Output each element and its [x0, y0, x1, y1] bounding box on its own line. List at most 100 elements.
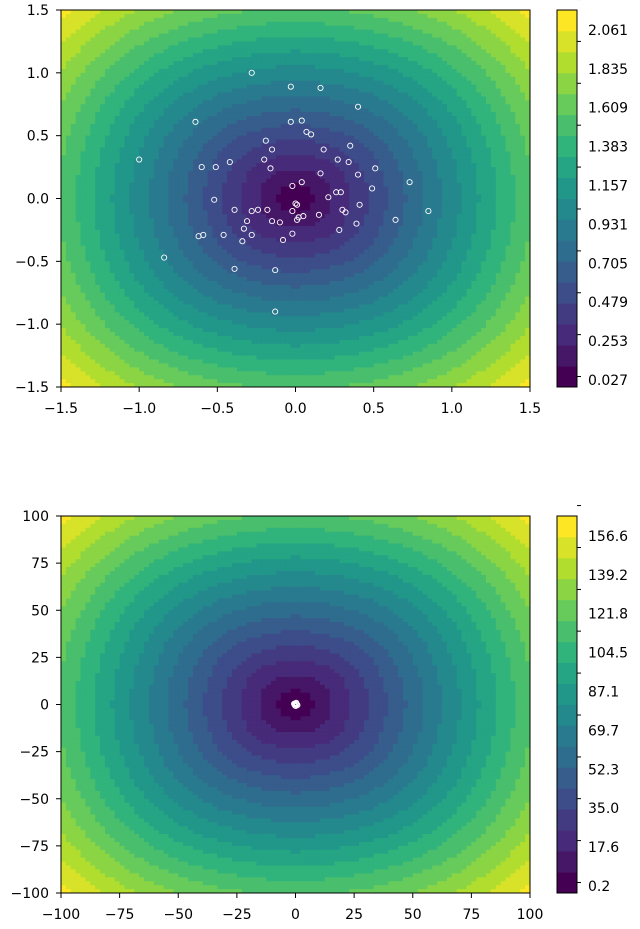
contour-cell [104, 284, 111, 290]
contour-cell [95, 190, 101, 196]
contour-cell [192, 245, 199, 251]
contour-cell [285, 269, 292, 274]
contour-cell [75, 284, 82, 290]
contour-cell [153, 324, 160, 329]
contour-cell [285, 288, 292, 294]
contour-cell [129, 163, 135, 168]
contour-cell [183, 33, 189, 39]
contour-cell [134, 80, 140, 86]
contour-cell [236, 280, 243, 286]
contour-cell [222, 21, 228, 27]
contour-cell [119, 328, 126, 333]
contour-cell [100, 108, 106, 113]
contour-cell [65, 178, 72, 184]
contour-cell [275, 308, 282, 313]
contour-cell [183, 139, 189, 145]
contour-cell [90, 257, 96, 262]
contour-cell [183, 202, 189, 207]
contour-cell [271, 116, 277, 121]
contour-cell [139, 284, 145, 290]
contour-cell [241, 312, 248, 317]
contour-cell [256, 186, 262, 192]
contour-cell [148, 88, 155, 94]
contour-cell [158, 123, 165, 129]
contour-cell [173, 108, 179, 113]
contour-cell [183, 280, 189, 286]
contour-cell [168, 116, 174, 121]
contour-cell [246, 257, 253, 262]
contour-cell [192, 127, 199, 133]
contour-cell [310, 64, 316, 70]
contour-cell [124, 206, 130, 211]
contour-cell [295, 343, 301, 349]
contour-cell [256, 64, 262, 70]
contour-cell [266, 84, 272, 90]
contour-cell [202, 296, 209, 302]
contour-cell [119, 233, 126, 239]
contour-cell [261, 116, 267, 121]
contour-cell [295, 249, 301, 255]
contour-cell [188, 225, 194, 231]
contour-cell [285, 33, 292, 39]
contour-cell [80, 61, 87, 66]
contour-cell [305, 241, 311, 247]
contour-cell [217, 300, 223, 306]
contour-cell [75, 304, 82, 310]
contour-cell [271, 229, 277, 235]
contour-cell [100, 72, 106, 78]
contour-cell [222, 49, 228, 54]
contour-cell [188, 178, 194, 184]
contour-cell [280, 190, 287, 196]
contour-cell [290, 64, 297, 70]
contour-cell [295, 61, 301, 66]
contour-cell [61, 139, 67, 145]
contour-cell [246, 123, 253, 129]
contour-cell [109, 347, 116, 353]
contour-cell [202, 155, 209, 160]
contour-cell [310, 29, 316, 35]
contour-cell [114, 84, 121, 90]
contour-cell [271, 92, 277, 97]
contour-cell [119, 61, 126, 66]
contour-cell [305, 21, 311, 27]
contour-cell [90, 379, 96, 384]
contour-cell [158, 190, 165, 196]
contour-cell [285, 29, 292, 35]
contour-cell [241, 174, 248, 180]
contour-cell [129, 182, 135, 188]
contour-cell [285, 351, 292, 357]
contour-cell [227, 45, 233, 50]
contour-cell [104, 351, 111, 357]
contour-cell [104, 198, 111, 204]
contour-cell [261, 194, 267, 200]
contour-cell [124, 245, 130, 251]
contour-cell [207, 210, 214, 215]
contour-cell [256, 147, 262, 152]
contour-cell [222, 351, 228, 357]
contour-cell [227, 76, 233, 82]
contour-cell [271, 304, 277, 310]
contour-cell [153, 25, 160, 31]
contour-cell [119, 80, 126, 86]
contour-cell [256, 13, 262, 19]
contour-cell [158, 194, 165, 200]
contour-cell [144, 245, 150, 251]
contour-cell [241, 261, 248, 266]
contour-cell [104, 119, 111, 125]
contour-cell [246, 10, 253, 15]
contour-cell [104, 45, 111, 50]
contour-cell [148, 343, 155, 349]
contour-cell [217, 347, 223, 353]
contour-cell [80, 198, 87, 204]
contour-cell [261, 202, 267, 207]
contour-cell [207, 265, 214, 270]
contour-cell [300, 222, 306, 227]
contour-cell [251, 198, 258, 204]
contour-cell [300, 21, 306, 27]
contour-cell [256, 194, 262, 200]
contour-cell [261, 253, 267, 259]
contour-cell [275, 229, 282, 235]
contour-cell [134, 116, 140, 121]
contour-cell [153, 245, 160, 251]
contour-cell [275, 343, 282, 349]
